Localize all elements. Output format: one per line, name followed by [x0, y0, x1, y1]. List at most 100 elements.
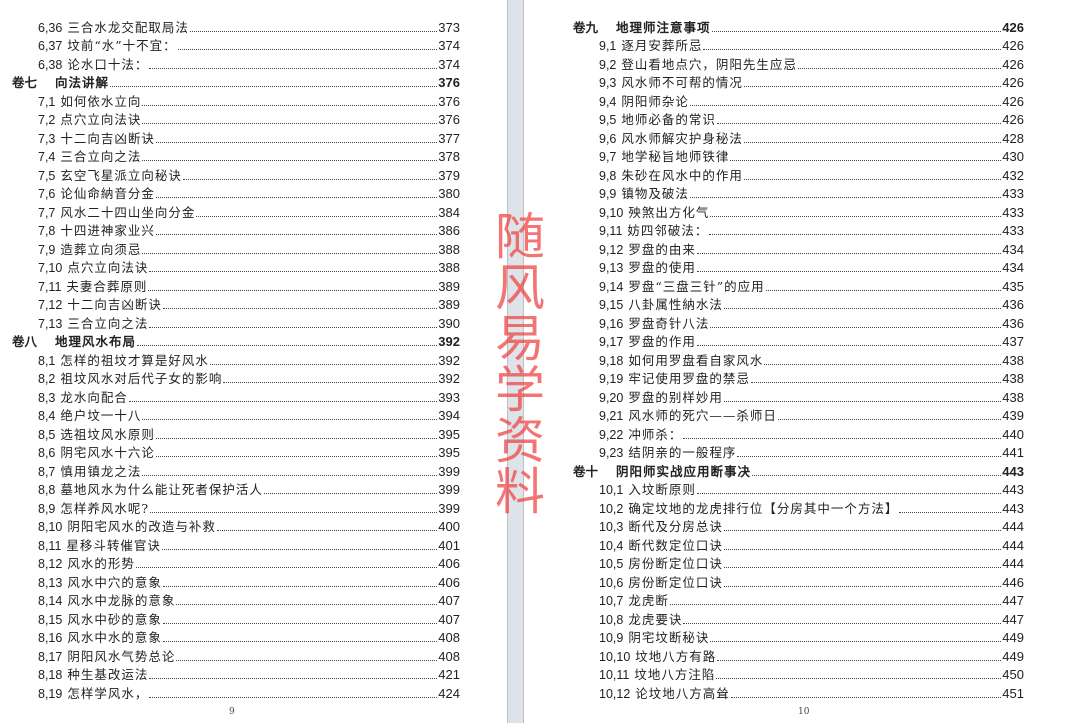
- toc-entry[interactable]: 9,23 结阴亲的一般程序 441: [573, 443, 1024, 462]
- dot-leader: [710, 641, 1002, 642]
- toc-entry[interactable]: 9,14 罗盘“三盘三针”的应用 435: [573, 276, 1024, 295]
- toc-entry[interactable]: 6,38 论水口十法： 374: [12, 54, 460, 73]
- dot-leader: [743, 86, 1002, 87]
- toc-entry[interactable]: 10,8 龙虎要诀 447: [573, 609, 1024, 628]
- toc-entry[interactable]: 7,10 点穴立向法诀 388: [12, 258, 460, 277]
- toc-entry-title: 坟地八方有路: [635, 648, 717, 664]
- toc-entry[interactable]: 9,4 阴阳师杂论 426: [573, 91, 1024, 110]
- toc-entry[interactable]: 7,11 夫妻合葬原则 389: [12, 276, 460, 295]
- toc-chapter-entry[interactable]: 卷八 地理风水布局 392: [12, 332, 460, 351]
- toc-entry[interactable]: 8,12 风水的形势 406: [12, 554, 460, 573]
- toc-entry[interactable]: 9,5 地师必备的常识 426: [573, 110, 1024, 129]
- toc-entry[interactable]: 7,7 风水二十四山坐向分金 384: [12, 202, 460, 221]
- toc-entry[interactable]: 8,8 墓地风水为什么能让死者保护活人 399: [12, 480, 460, 499]
- toc-entry[interactable]: 9,3 风水师不可帮的情况 426: [573, 73, 1024, 92]
- toc-entry[interactable]: 7,13 三合立向之法 390: [12, 313, 460, 332]
- toc-entry[interactable]: 7,8 十四进神家业兴 386: [12, 221, 460, 240]
- toc-entry[interactable]: 9,15 八卦属性納水法 436: [573, 295, 1024, 314]
- toc-entry[interactable]: 8,5 选祖坟风水原则 395: [12, 424, 460, 443]
- toc-entry[interactable]: 6,36 三合水龙交配取局法 373: [12, 17, 460, 36]
- toc-entry[interactable]: 9,21 风水师的死穴——杀师日 439: [573, 406, 1024, 425]
- toc-chapter-entry[interactable]: 卷九 地理师注意事项 426: [573, 17, 1024, 36]
- toc-entry[interactable]: 8,13 风水中穴的意象 406: [12, 572, 460, 591]
- toc-entry-title: 殃煞出方化气: [628, 204, 710, 220]
- toc-entry-page: 392: [438, 334, 460, 349]
- toc-entry-title: 风水师解灾护身秘法: [621, 130, 743, 146]
- toc-entry[interactable]: 9,6 风水师解灾护身秘法 428: [573, 128, 1024, 147]
- toc-entry[interactable]: 8,4 绝户坟一十八 394: [12, 406, 460, 425]
- toc-entry-page: 446: [1002, 574, 1024, 590]
- dot-leader: [683, 437, 1002, 439]
- toc-entry[interactable]: 8,7 慎用镇龙之法 399: [12, 461, 460, 480]
- toc-entry[interactable]: 10,3 断代及分房总诀 444: [573, 517, 1024, 536]
- toc-entry[interactable]: 8,14 风水中龙脉的意象 407: [12, 591, 460, 610]
- toc-entry[interactable]: 9,9 镇物及破法 433: [573, 184, 1024, 203]
- toc-entry-number: 8,7: [38, 464, 56, 479]
- toc-entry-title: 祖坟风水对后代子女的影响: [60, 371, 223, 386]
- toc-entry[interactable]: 9,22 冲师杀： 440: [573, 424, 1024, 443]
- toc-entry[interactable]: 9,11 妨四邻破法： 433: [573, 221, 1024, 240]
- toc-entry-number: 10,2: [599, 501, 624, 516]
- toc-entry[interactable]: 8,1 怎样的祖坟才算是好风水 392: [12, 350, 460, 369]
- dot-leader: [752, 474, 1002, 476]
- toc-entry[interactable]: 10,10 坟地八方有路 449: [573, 646, 1024, 665]
- toc-entry[interactable]: 9,19 牢记使用罗盘的禁忌 438: [573, 369, 1024, 388]
- dot-leader: [730, 160, 1002, 161]
- toc-entry[interactable]: 8,10 阴阳宅风水的改造与补救 400: [12, 517, 460, 536]
- toc-entry[interactable]: 9,2 登山看地点穴，阴阳先生应忌 426: [573, 54, 1024, 73]
- toc-entry[interactable]: 10,9 阴宅坟断秘诀 449: [573, 628, 1024, 647]
- toc-entry[interactable]: 8,19 怎样学风水， 424: [12, 683, 460, 702]
- toc-entry-title: 入坟断原则: [628, 482, 696, 497]
- toc-entry[interactable]: 9,13 罗盘的使用 434: [573, 258, 1024, 277]
- toc-entry[interactable]: 8,3 龙水向配合 393: [12, 387, 460, 406]
- toc-entry[interactable]: 8,11 星移斗转催官诀 401: [12, 535, 460, 554]
- toc-entry[interactable]: 8,6 阴宅风水十六论 395: [12, 443, 460, 462]
- toc-entry[interactable]: 7,6 论仙命納音分金 380: [12, 184, 460, 203]
- toc-entry[interactable]: 10,12 论坟地八方高耸 451: [573, 683, 1024, 702]
- toc-entry-page: 388: [438, 260, 460, 275]
- toc-entry[interactable]: 9,16 罗盘奇针八法 436: [573, 313, 1024, 332]
- toc-entry[interactable]: 7,2 点穴立向法诀 376: [12, 110, 460, 129]
- toc-entry[interactable]: 7,12 十二向吉凶断诀 389: [12, 295, 460, 314]
- toc-entry[interactable]: 7,4 三合立向之法 378: [12, 147, 460, 166]
- toc-entry[interactable]: 10,5 房份断定位口诀 444: [573, 554, 1024, 573]
- toc-entry-title: 罗盘的作用: [628, 334, 696, 349]
- toc-entry-number: 7,7: [38, 205, 56, 220]
- toc-entry-title: 风水的形势: [67, 556, 135, 571]
- toc-entry[interactable]: 7,1 如何依水立向 376: [12, 91, 460, 110]
- toc-chapter-entry[interactable]: 卷七 向法讲解 376: [12, 73, 460, 92]
- toc-entry[interactable]: 10,7 龙虎断 447: [573, 591, 1024, 610]
- toc-entry[interactable]: 9,17 罗盘的作用 437: [573, 332, 1024, 351]
- toc-entry[interactable]: 9,1 逐月安葬所忌 426: [573, 36, 1024, 55]
- toc-entry-title: 风水二十四山坐向分金: [60, 204, 196, 220]
- toc-entry[interactable]: 9,20 罗盘的别样妙用 438: [573, 387, 1024, 406]
- toc-entry[interactable]: 9,10 殃煞出方化气 433: [573, 202, 1024, 221]
- toc-entry[interactable]: 10,1 入坟断原则 443: [573, 480, 1024, 499]
- toc-entry[interactable]: 7,5 玄空飞星派立向秘诀 379: [12, 165, 460, 184]
- toc-entry[interactable]: 8,18 种生基改运法 421: [12, 665, 460, 684]
- toc-chapter-entry[interactable]: 卷十 阴阳师实战应用断事决 443: [573, 461, 1024, 480]
- toc-entry-title: 阴宅风水十六论: [60, 445, 155, 460]
- toc-entry-page: 408: [438, 648, 460, 664]
- toc-entry[interactable]: 7,3 十二向吉凶断诀 377: [12, 128, 460, 147]
- toc-entry[interactable]: 9,8 朱砂在风水中的作用 432: [573, 165, 1024, 184]
- toc-entry-title: 点穴立向法诀: [60, 112, 142, 127]
- page-number: 10: [798, 707, 810, 717]
- toc-entry[interactable]: 9,18 如何用罗盘看自家风水 438: [573, 350, 1024, 369]
- dot-leader: [176, 604, 438, 605]
- toc-entry[interactable]: 10,6 房份断定位口诀 446: [573, 572, 1024, 591]
- toc-entry[interactable]: 8,17 阴阳风水气势总论 408: [12, 646, 460, 665]
- toc-entry[interactable]: 10,11 坟地八方注陷 450: [573, 665, 1024, 684]
- toc-entry-title: 地师必备的常识: [621, 112, 716, 127]
- toc-entry[interactable]: 7,9 造葬立向须忌 388: [12, 239, 460, 258]
- toc-entry[interactable]: 9,7 地学秘旨地师铁律 430: [573, 147, 1024, 166]
- toc-entry[interactable]: 10,2 确定坟地的龙虎排行位【分房其中一个方法】 443: [573, 498, 1024, 517]
- toc-entry[interactable]: 8,2 祖坟风水对后代子女的影响 392: [12, 369, 460, 388]
- toc-entry-page: 437: [1002, 334, 1024, 349]
- toc-entry[interactable]: 8,15 风水中砂的意象 407: [12, 609, 460, 628]
- toc-entry[interactable]: 10,4 断代数定位口诀 444: [573, 535, 1024, 554]
- toc-entry[interactable]: 8,9 怎样养风水呢? 399: [12, 498, 460, 517]
- toc-entry[interactable]: 9,12 罗盘的由来 434: [573, 239, 1024, 258]
- toc-entry[interactable]: 8,16 风水中水的意象 408: [12, 628, 460, 647]
- toc-entry[interactable]: 6,37 坟前“水”十不宜： 374: [12, 36, 460, 55]
